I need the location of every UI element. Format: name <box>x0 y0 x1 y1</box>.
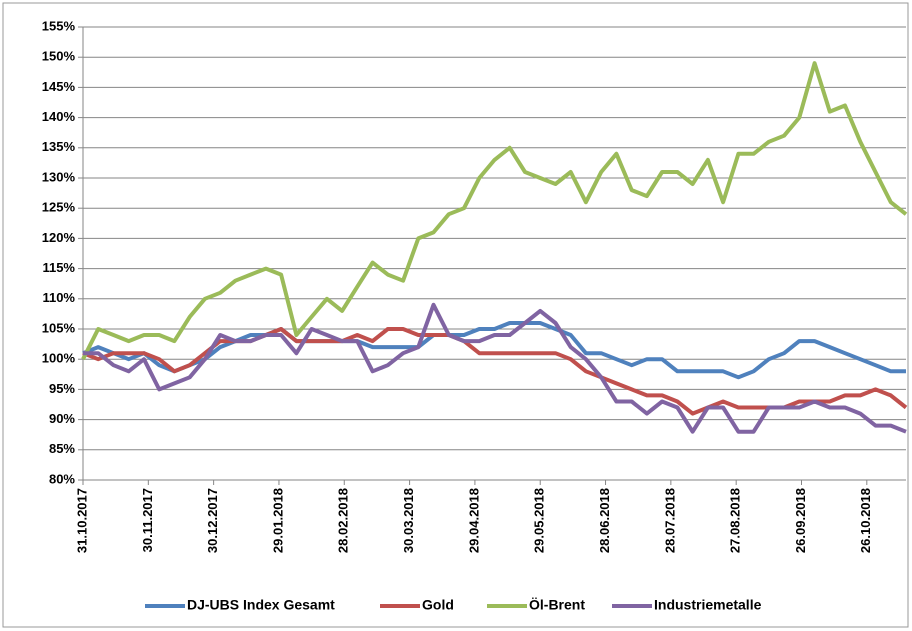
x-tick-label: 30.12.2017 <box>205 488 220 553</box>
x-tick-label: 30.03.2018 <box>401 488 416 553</box>
x-tick-label: 29.04.2018 <box>466 488 481 553</box>
y-tick-label: 105% <box>42 320 76 335</box>
legend-text: Gold <box>422 597 454 613</box>
legend-text: Industriemetalle <box>654 597 762 613</box>
legend-text: DJ-UBS Index Gesamt <box>187 597 335 613</box>
y-tick-label: 85% <box>49 441 75 456</box>
series-line <box>81 61 908 361</box>
y-tick-label: 110% <box>42 290 75 305</box>
series-line <box>82 321 906 380</box>
y-tick-label: 140% <box>42 109 76 124</box>
x-tick-label: 29.01.2018 <box>270 488 285 553</box>
x-tick-label: 28.02.2018 <box>336 488 351 553</box>
y-tick-label: 145% <box>42 79 76 94</box>
y-tick-label: 95% <box>49 381 75 396</box>
x-tick-label: 30.11.2017 <box>140 488 155 552</box>
y-tick-label: 150% <box>42 49 76 64</box>
series-line <box>83 302 907 434</box>
legend-text: Öl-Brent <box>529 597 585 613</box>
x-tick-label: 29.05.2018 <box>532 488 547 553</box>
y-tick-label: 155% <box>42 18 76 33</box>
x-tick-label: 26.09.2018 <box>793 488 808 553</box>
x-tick-label: 28.06.2018 <box>597 488 612 553</box>
y-tick-label: 115% <box>42 260 75 275</box>
y-tick-label: 125% <box>42 200 76 215</box>
y-tick-label: 130% <box>42 169 76 184</box>
y-tick-label: 135% <box>42 139 76 154</box>
x-tick-label: 28.07.2018 <box>662 488 677 553</box>
y-tick-label: 80% <box>49 471 75 486</box>
x-tick-label: 31.10.2017 <box>74 488 89 553</box>
y-tick-label: 90% <box>49 411 75 426</box>
x-tick-label: 27.08.2018 <box>728 488 743 553</box>
y-tick-label: 120% <box>42 230 76 245</box>
y-tick-label: 100% <box>42 351 76 366</box>
x-tick-label: 26.10.2018 <box>858 488 873 553</box>
